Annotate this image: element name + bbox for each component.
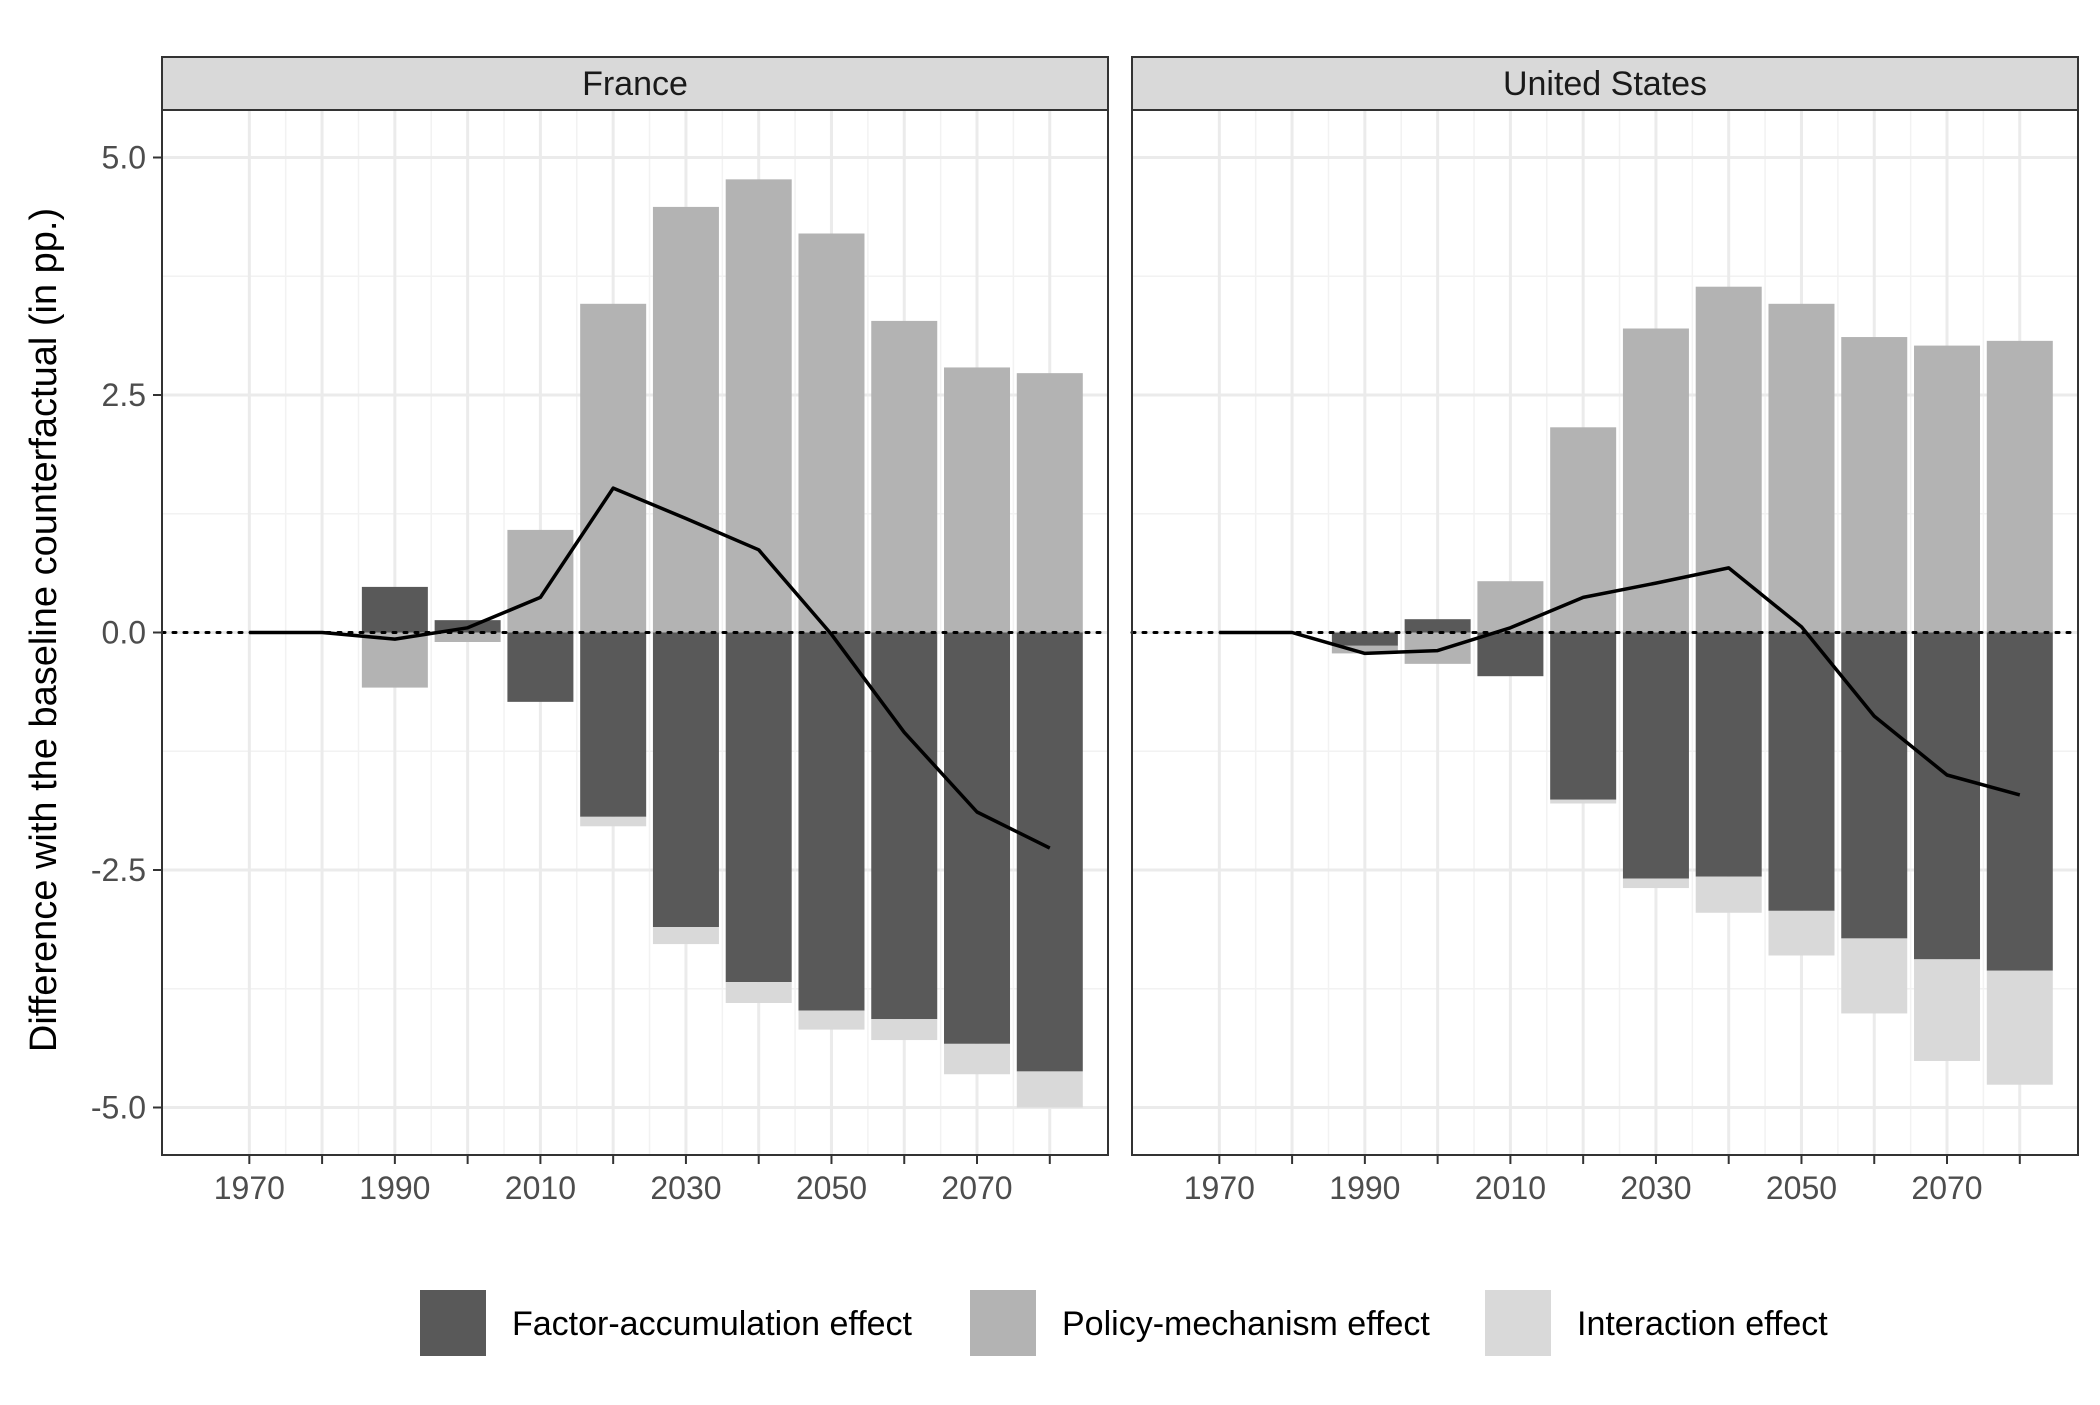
- bar-factor-1990: [361, 586, 428, 633]
- bar-policy-1990: [361, 632, 428, 688]
- bar-policy-2010: [507, 529, 574, 633]
- bar-interaction-2020: [580, 816, 647, 827]
- x-tick-label: 2070: [941, 1170, 1012, 1206]
- bar-factor-2020: [1550, 632, 1617, 800]
- bar-factor-2080: [1016, 632, 1083, 1072]
- bar-policy-2020: [580, 303, 647, 633]
- bar-interaction-2040: [725, 982, 792, 1003]
- bar-policy-2070: [1914, 345, 1981, 633]
- x-tick-label: 2010: [505, 1170, 576, 1206]
- x-tick-label: 2070: [1911, 1170, 1982, 1206]
- bar-interaction-2040: [1695, 876, 1762, 913]
- y-tick-label: 2.5: [102, 377, 146, 413]
- bar-policy-2030: [652, 206, 719, 633]
- x-tick-label: 2030: [650, 1170, 721, 1206]
- y-tick-label: -5.0: [91, 1090, 146, 1126]
- bar-factor-2080: [1986, 632, 2053, 971]
- bar-factor-2020: [580, 632, 647, 817]
- bar-policy-2080: [1016, 373, 1083, 633]
- bar-factor-2060: [871, 632, 938, 1020]
- legend-key-factor: [420, 1290, 486, 1356]
- y-tick-label: 5.0: [102, 140, 146, 176]
- bar-policy-2000: [434, 632, 501, 642]
- bar-policy-2050: [1768, 303, 1835, 633]
- legend-label-interaction: Interaction effect: [1577, 1305, 1828, 1343]
- facet-title: United States: [1503, 65, 1707, 103]
- facet-strip: [1131, 56, 2079, 111]
- bar-interaction-2030: [1622, 878, 1689, 889]
- bar-factor-2070: [944, 632, 1011, 1044]
- bar-policy-2070: [944, 367, 1011, 633]
- facet-strip: [161, 56, 1109, 111]
- bar-factor-2060: [1841, 632, 1908, 939]
- bar-policy-2040: [1695, 286, 1762, 633]
- bar-interaction-2020: [1550, 799, 1617, 804]
- bar-factor-1990: [1331, 632, 1398, 646]
- legend-label-policy: Policy-mechanism effect: [1062, 1305, 1430, 1343]
- bar-factor-2010: [507, 632, 574, 702]
- bar-interaction-2060: [871, 1019, 938, 1041]
- x-tick-label: 2050: [1766, 1170, 1837, 1206]
- bar-interaction-2050: [798, 1010, 865, 1030]
- bar-policy-2060: [1841, 337, 1908, 633]
- bar-policy-1990: [1331, 645, 1398, 654]
- bar-factor-2010: [1477, 632, 1544, 677]
- x-tick-label: 1990: [359, 1170, 430, 1206]
- legend-key-policy: [970, 1290, 1036, 1356]
- bar-interaction-2050: [1768, 910, 1835, 956]
- legend-label-factor: Factor-accumulation effect: [512, 1305, 913, 1343]
- bar-factor-2050: [798, 632, 865, 1011]
- bar-interaction-2070: [944, 1043, 1011, 1075]
- x-tick-label: 1970: [1184, 1170, 1255, 1206]
- x-tick-label: 2030: [1620, 1170, 1691, 1206]
- bar-interaction-2080: [1986, 970, 2053, 1085]
- bar-policy-2020: [1550, 427, 1617, 633]
- bar-factor-2040: [1695, 632, 1762, 877]
- total-effect-line: [249, 486, 1051, 850]
- bar-factor-2000: [1404, 619, 1471, 633]
- bar-factor-2040: [725, 632, 792, 983]
- y-tick-label: 0.0: [102, 615, 146, 651]
- bar-policy-2050: [798, 233, 865, 633]
- x-tick-label: 2010: [1475, 1170, 1546, 1206]
- bar-policy-2080: [1986, 340, 2053, 633]
- facet-title: France: [582, 65, 688, 103]
- bar-factor-2070: [1914, 632, 1981, 960]
- bar-policy-2010: [1477, 581, 1544, 633]
- bar-interaction-2080: [1016, 1071, 1083, 1108]
- bar-interaction-2060: [1841, 938, 1908, 1014]
- legend-key-interaction: [1485, 1290, 1551, 1356]
- total-effect-line: [1219, 566, 2021, 797]
- y-tick-label: -2.5: [91, 852, 146, 888]
- y-axis-label: Difference with the baseline counterfact…: [23, 208, 65, 1052]
- x-tick-label: 1990: [1329, 1170, 1400, 1206]
- bar-factor-2030: [652, 632, 719, 927]
- bar-policy-2000: [1404, 632, 1471, 664]
- bar-interaction-2030: [652, 927, 719, 945]
- bar-interaction-2070: [1914, 959, 1981, 1061]
- bar-policy-2040: [725, 179, 792, 633]
- x-tick-label: 2050: [796, 1170, 867, 1206]
- bar-policy-2060: [871, 320, 938, 633]
- x-tick-label: 1970: [214, 1170, 285, 1206]
- bar-factor-2050: [1768, 632, 1835, 911]
- bar-factor-2030: [1622, 632, 1689, 879]
